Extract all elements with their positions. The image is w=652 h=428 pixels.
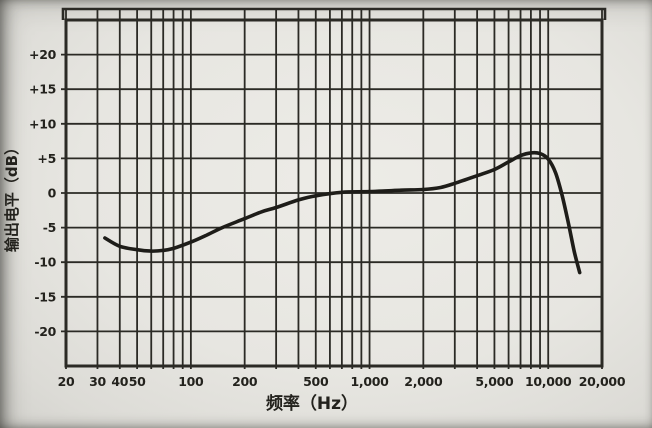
x-tick-label: 2,000 bbox=[404, 374, 443, 389]
y-tick-label: -5 bbox=[43, 220, 56, 235]
y-tick-label: +10 bbox=[29, 116, 57, 131]
y-tick-label: 0 bbox=[48, 186, 57, 201]
x-tick-label: 500 bbox=[303, 374, 329, 389]
x-tick-label: 20 bbox=[58, 374, 75, 389]
x-tick-label: 50 bbox=[129, 374, 146, 389]
x-tick-label: 5,000 bbox=[475, 374, 514, 389]
y-tick-label: -15 bbox=[34, 289, 56, 304]
x-tick-label: 200 bbox=[232, 374, 258, 389]
x-axis-title: 频率（Hz） bbox=[266, 393, 358, 414]
axis-tick-labels: 20 30 40 50 100 200 500 1,000 2,000 5,000 10,000 20… bbox=[29, 47, 626, 389]
y-tick-label: +5 bbox=[37, 151, 56, 166]
y-tick-label: +20 bbox=[29, 47, 57, 62]
x-tick-label: 10,000 bbox=[525, 374, 572, 389]
x-tick-label: 1,000 bbox=[351, 374, 390, 389]
response-curve bbox=[103, 150, 582, 275]
x-tick-label: 30 bbox=[89, 374, 106, 389]
grid bbox=[61, 7, 607, 369]
y-tick-label: +15 bbox=[29, 82, 56, 97]
y-tick-label: -20 bbox=[34, 324, 56, 339]
x-tick-label: 100 bbox=[178, 374, 204, 389]
x-tick-label: 40 bbox=[111, 374, 128, 389]
y-tick-label: -10 bbox=[34, 255, 56, 270]
plot-frame bbox=[64, 18, 604, 368]
outer-top-border bbox=[61, 7, 607, 20]
x-tick-label: 20,000 bbox=[579, 374, 626, 389]
y-axis-title: 输出电平（dB） bbox=[3, 140, 21, 252]
